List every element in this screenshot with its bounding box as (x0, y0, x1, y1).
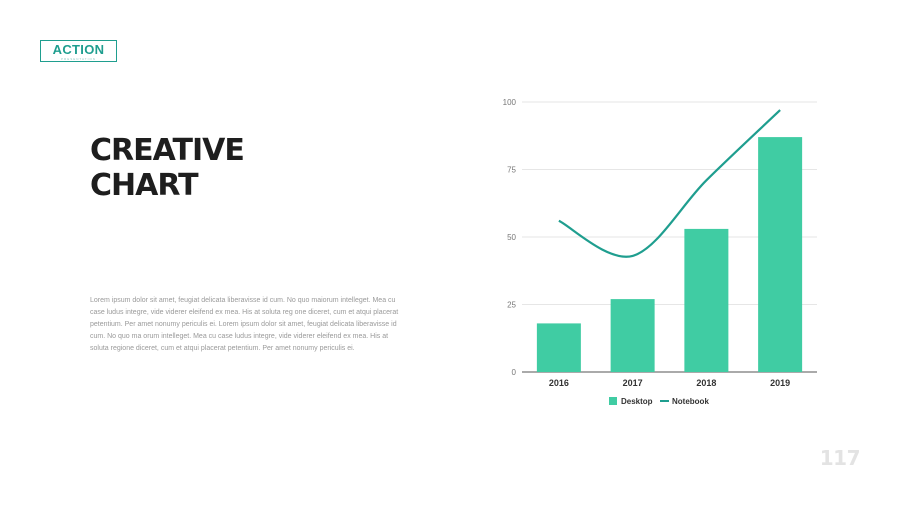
bar-2016 (536, 323, 581, 372)
page-number: 117 (819, 446, 861, 470)
y-tick-label: 0 (512, 368, 517, 377)
x-tick-label: 2018 (696, 378, 716, 388)
legend-swatch-Desktop (609, 397, 617, 405)
y-tick-label: 100 (503, 98, 517, 107)
combo-chart: 0 25 50 75 100 2016 2017 2018 2019 Desktop Noteboo… (480, 90, 840, 420)
line-Notebook (558, 109, 781, 258)
legend-label: Notebook (672, 397, 709, 406)
x-tick-label: 2016 (549, 378, 569, 388)
bar-2017 (610, 299, 655, 372)
y-tick-label: 50 (507, 233, 516, 242)
y-tick-label: 75 (507, 166, 516, 175)
bar-2018 (684, 228, 729, 372)
y-tick-label: 25 (507, 301, 516, 310)
chart-svg: 0 25 50 75 100 2016 2017 2018 2019 Desktop Noteboo… (503, 98, 817, 406)
legend-label: Desktop (621, 397, 653, 406)
slide-title: CREATIVE CHART (90, 133, 245, 203)
x-tick-label: 2017 (623, 378, 643, 388)
logo-text: ACTION (52, 42, 105, 57)
logo-subtext: PRESENTATION (61, 57, 96, 61)
logo: ACTION PRESENTATION (40, 40, 117, 62)
body-paragraph: Lorem ipsum dolor sit amet, feugiat deli… (90, 297, 399, 352)
x-tick-label: 2019 (770, 378, 790, 388)
bar-2019 (758, 137, 803, 372)
